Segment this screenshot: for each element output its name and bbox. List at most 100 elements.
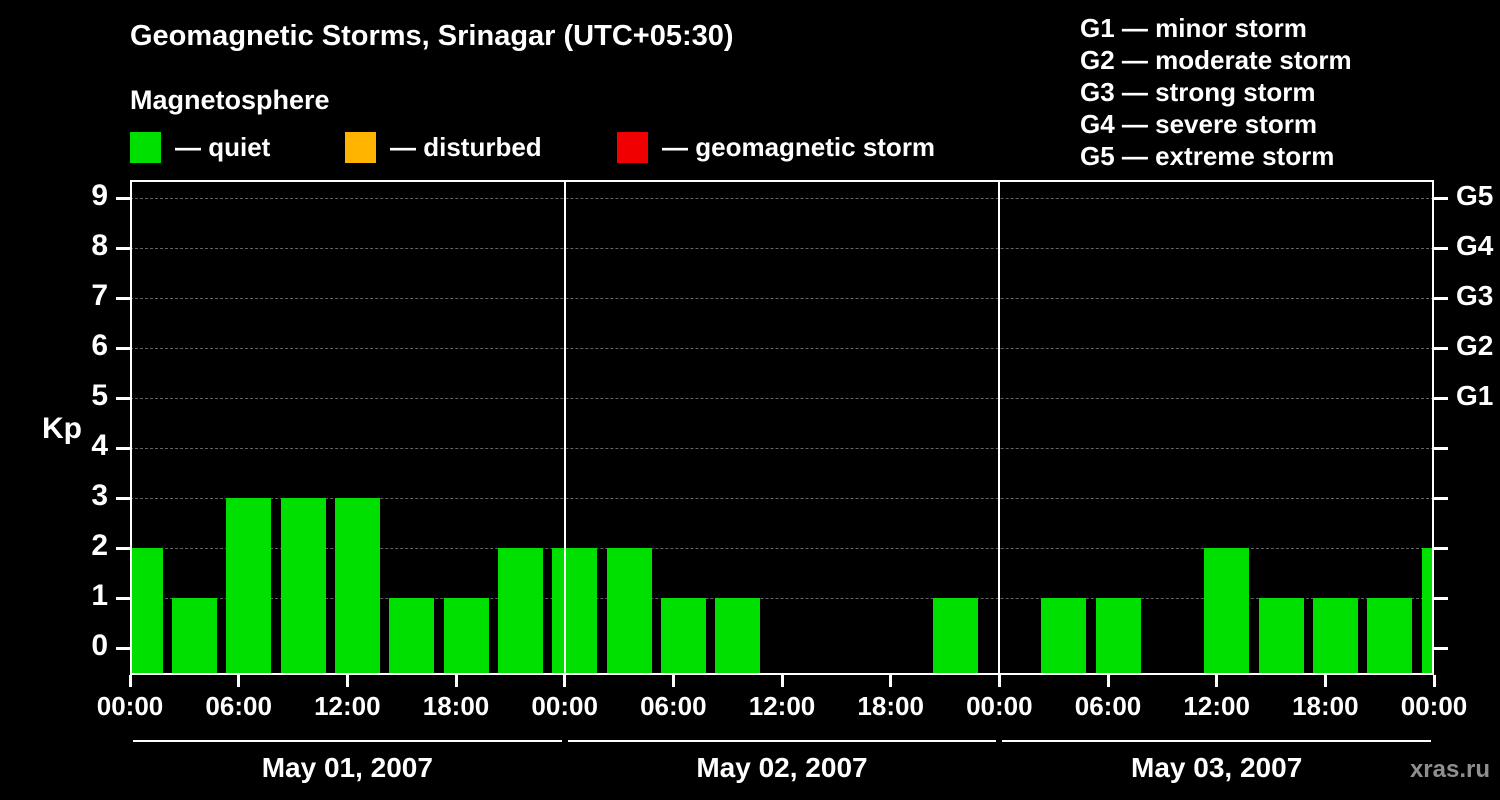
- kp-bar: [715, 598, 761, 675]
- kp-bar: [1095, 598, 1141, 675]
- x-tick-label: 18:00: [1292, 691, 1359, 721]
- y-tick-left: [116, 296, 130, 300]
- y-tick-label: 4: [91, 429, 108, 462]
- day-bracket: [567, 740, 997, 742]
- legend-label-storm: — geomagnetic storm: [662, 132, 936, 162]
- kp-bar: [661, 598, 706, 675]
- x-tick: [780, 675, 784, 687]
- x-tick-label: 12:00: [1183, 691, 1250, 721]
- y-axis-label: Kp: [42, 412, 82, 445]
- kp-bar: [552, 548, 598, 675]
- plot-area: [130, 180, 1434, 675]
- x-tick-label: 18:00: [857, 691, 924, 721]
- kp-bar: [280, 498, 326, 675]
- y-tick-left: [116, 396, 130, 400]
- day-separator: [998, 180, 1001, 675]
- x-tick-label: 00:00: [966, 691, 1033, 721]
- y-tick-label: 2: [91, 529, 108, 562]
- kp-bar: [1041, 598, 1087, 675]
- y-tick-right: [1434, 246, 1448, 250]
- x-tick: [563, 675, 567, 687]
- kp-bar: [498, 548, 543, 675]
- g-scale-legend: G1 — minor storm G2 — moderate storm G3 — …: [1080, 12, 1352, 172]
- day-separator: [563, 180, 566, 675]
- y-tick-right: [1434, 446, 1448, 450]
- y-tick-right: [1434, 296, 1448, 300]
- x-tick: [454, 675, 458, 687]
- kp-bar: [172, 598, 217, 675]
- day-label: May 02, 2007: [696, 752, 868, 783]
- kp-bar: [1313, 598, 1358, 675]
- g-legend-item-5: G5 — extreme storm: [1080, 141, 1335, 171]
- kp-bar: [1258, 598, 1304, 675]
- y-tick-left: [116, 246, 130, 250]
- y-tick-left: [116, 496, 130, 500]
- g-level-label: G5: [1456, 180, 1494, 211]
- y-tick-right: [1434, 546, 1448, 550]
- gridline-kp2: [130, 548, 1434, 549]
- y-tick-right: [1434, 346, 1448, 350]
- kp-bar: [1367, 598, 1413, 675]
- g-level-label: G1: [1456, 380, 1494, 411]
- x-tick-label: 00:00: [96, 691, 164, 721]
- gridline-kp8: [130, 248, 1434, 249]
- day-label: May 01, 2007: [261, 752, 433, 783]
- legend-item-disturbed: — disturbed: [345, 132, 542, 163]
- gridline-kp1: [130, 598, 1434, 599]
- x-tick: [997, 675, 1001, 687]
- g-legend-item-4: G4 — severe storm: [1080, 109, 1318, 139]
- y-tick-label: 7: [91, 279, 108, 312]
- legend-label-quiet: — quiet: [175, 132, 271, 162]
- legend-item-quiet: — quiet: [130, 132, 270, 163]
- y-tick-label: 9: [91, 179, 108, 212]
- kp-bar: [443, 598, 489, 675]
- x-tick: [345, 675, 349, 687]
- y-tick-right: [1434, 496, 1448, 500]
- y-tick-right: [1434, 196, 1448, 200]
- gridline-kp5: [130, 398, 1434, 399]
- y-tick-left: [116, 446, 130, 450]
- y-tick-left: [116, 646, 130, 650]
- y-tick-right: [1434, 596, 1448, 600]
- y-tick-left: [116, 196, 130, 200]
- y-tick-label: 8: [91, 229, 108, 262]
- plot-frame: [130, 180, 132, 675]
- g-level-label: G4: [1456, 230, 1494, 261]
- kp-bar: [932, 598, 978, 675]
- legend-label-disturbed: — disturbed: [390, 132, 542, 162]
- page-title: Geomagnetic Storms, Srinagar (UTC+05:30): [130, 20, 734, 52]
- x-tick: [1215, 675, 1219, 687]
- gridline-kp3: [130, 498, 1434, 499]
- day-bracket: [133, 740, 562, 742]
- x-tick-label: 12:00: [314, 691, 381, 721]
- y-tick-right: [1434, 396, 1448, 400]
- kp-bar: [1204, 548, 1250, 675]
- g-level-label: G3: [1456, 280, 1494, 311]
- watermark: xras.ru: [1409, 756, 1490, 783]
- magnetosphere-legend-title: Magnetosphere: [130, 85, 330, 115]
- plot-frame: [1432, 180, 1434, 675]
- y-tick-label: 0: [91, 629, 108, 662]
- x-tick-label: 12:00: [748, 691, 816, 721]
- kp-bar: [130, 548, 163, 675]
- x-tick-label: 06:00: [640, 691, 707, 721]
- legend-item-storm: — geomagnetic storm: [617, 132, 935, 163]
- storm-swatch: [617, 132, 648, 163]
- x-tick: [889, 675, 893, 687]
- gridline-kp9: [130, 198, 1434, 199]
- g-level-label: G2: [1456, 330, 1494, 361]
- kp-bar: [1421, 548, 1434, 675]
- kp-bar: [335, 498, 380, 675]
- y-tick-label: 1: [91, 579, 108, 612]
- x-tick: [237, 675, 241, 687]
- g-legend-item-1: G1 — minor storm: [1080, 13, 1307, 43]
- gridline-kp4: [130, 448, 1434, 449]
- gridline-kp7: [130, 298, 1434, 299]
- disturbed-swatch: [345, 132, 376, 163]
- x-tick-label: 18:00: [422, 691, 490, 721]
- y-tick-label: 5: [91, 379, 108, 412]
- x-tick: [1106, 675, 1110, 687]
- x-tick-label: 00:00: [531, 691, 598, 721]
- g-legend-item-2: G2 — moderate storm: [1080, 45, 1352, 75]
- x-tick: [128, 675, 132, 687]
